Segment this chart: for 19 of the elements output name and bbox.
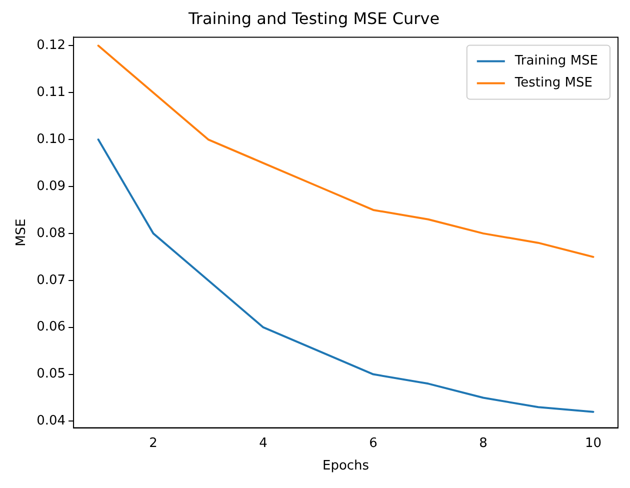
x-tick-label: 6 <box>369 436 378 451</box>
y-tick-label: 0.07 <box>36 272 66 288</box>
y-tick-label: 0.05 <box>36 366 66 382</box>
y-tick-label: 0.10 <box>36 132 66 147</box>
y-tick-label: 0.11 <box>36 84 66 100</box>
x-tick-label: 2 <box>149 436 158 451</box>
legend-label: Testing MSE <box>514 76 592 91</box>
y-tick-label: 0.06 <box>36 320 66 335</box>
y-tick-label: 0.12 <box>36 38 66 54</box>
chart-title: Training and Testing MSE Curve <box>187 8 440 28</box>
x-tick-label: 8 <box>479 436 488 451</box>
y-tick-label: 0.04 <box>36 414 66 429</box>
y-tick-label: 0.09 <box>36 178 66 194</box>
legend-label: Training MSE <box>514 54 598 69</box>
x-axis-title: Epochs <box>322 458 370 474</box>
y-axis-title: MSE <box>14 218 30 246</box>
y-tick-label: 0.08 <box>36 226 66 241</box>
x-tick-label: 10 <box>584 436 602 451</box>
x-tick-label: 4 <box>259 436 268 451</box>
